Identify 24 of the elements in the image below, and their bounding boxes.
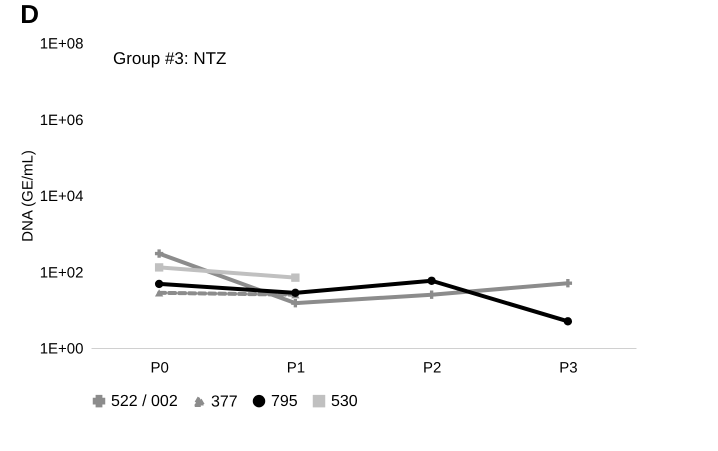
legend-label: 377 (211, 393, 238, 410)
x-tick-label: P1 (286, 360, 306, 376)
point (427, 276, 436, 285)
point (564, 317, 572, 326)
x-tick-label: P2 (422, 360, 442, 376)
legend-label: 795 (271, 393, 298, 410)
y-axis-title: DNA (GE/mL) (20, 150, 37, 242)
point (154, 249, 164, 258)
y-tick-label: 1E+04 (40, 188, 84, 205)
point (291, 273, 300, 282)
x-tick-label: P3 (559, 360, 578, 376)
y-tick-label: 1E+02 (40, 264, 84, 282)
y-tick-label: 1E+00 (40, 340, 84, 358)
point (291, 298, 300, 308)
point (154, 280, 164, 288)
point (564, 279, 572, 288)
annotation: Group #3: NTZ (113, 49, 226, 68)
y-tick-label: 1E+06 (40, 112, 84, 129)
legend-label: 530 (331, 393, 358, 410)
point (154, 263, 164, 272)
legend-label: 522 / 002 (111, 393, 178, 410)
x-tick-label: P0 (150, 360, 169, 376)
y-tick-label: 1E+08 (40, 36, 84, 52)
chart-title: D (20, 0, 39, 29)
